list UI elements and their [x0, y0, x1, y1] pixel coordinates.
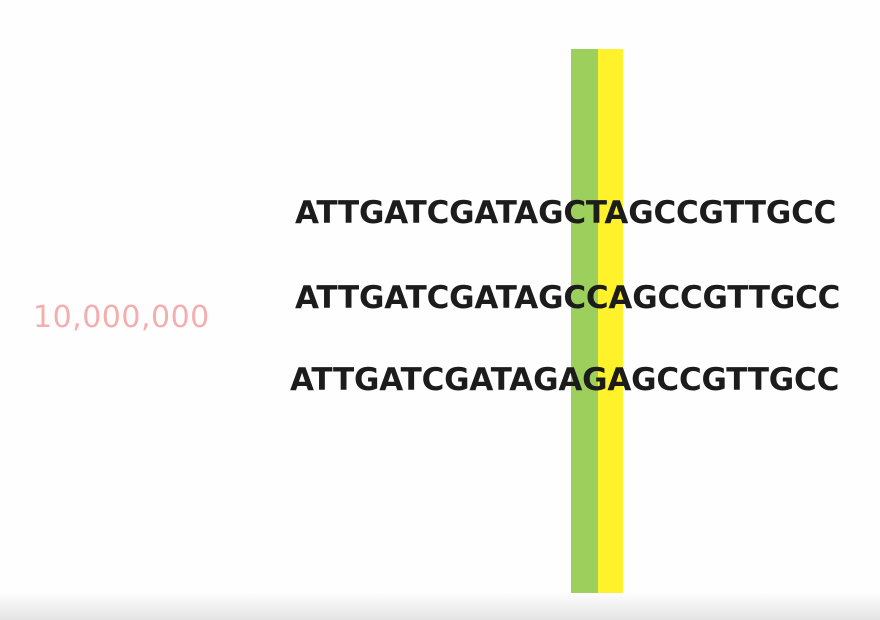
- yellow-highlight-column: [598, 49, 623, 593]
- dna-sequence-2: ATTGATCGATAGCCAGCCGTTGCC: [295, 280, 841, 316]
- dna-sequence-3: ATTGATCGATAGAGAGCCGTTGCC: [290, 362, 840, 398]
- green-highlight-column: [571, 49, 598, 593]
- count-label: 10,000,000: [33, 300, 210, 335]
- dna-sequence-1: ATTGATCGATAGCTAGCCGTTGCC: [295, 195, 837, 231]
- bottom-shadow: [0, 592, 880, 620]
